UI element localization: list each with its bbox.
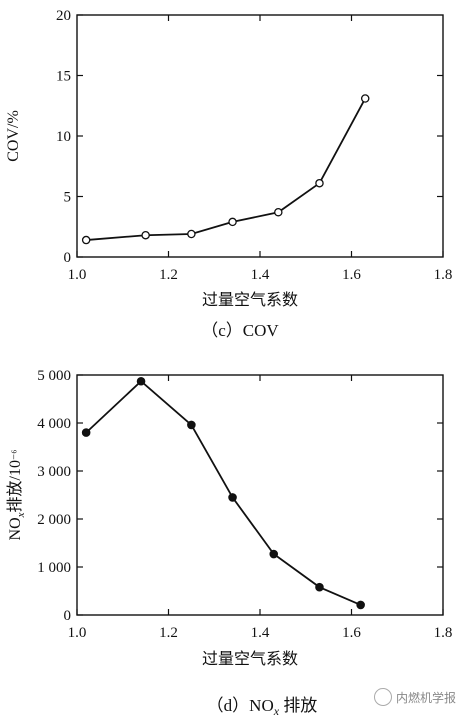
nox-x-tick-label: 1.2 (159, 625, 178, 641)
nox-series-line (85, 380, 362, 606)
cov-x-tick-label: 1.2 (159, 267, 178, 283)
nox-data-point (187, 420, 196, 430)
nox-x-tick-label: 1.6 (342, 625, 361, 641)
cov-x-tick-label: 1.4 (251, 267, 270, 283)
cov-data-point (315, 178, 324, 188)
cov-x-tick-label: 1.0 (68, 267, 87, 283)
cov-x-tick-label: 1.8 (434, 267, 453, 283)
nox-x-tick-label: 1.0 (68, 625, 87, 641)
cov-x-tick-label: 1.6 (342, 267, 361, 283)
watermark: 内燃机学报 (374, 688, 456, 706)
cov-y-tick-label: 20 (56, 8, 71, 24)
cov-plot-frame (76, 14, 444, 258)
nox-y-tick-label: 3 000 (37, 464, 71, 480)
nox-y-tick-label: 5 000 (37, 368, 71, 384)
cov-x-axis-title: 过量空气系数 (202, 291, 298, 309)
nox-y-tick-label: 4 000 (37, 416, 71, 432)
cov-data-point (81, 235, 91, 245)
cov-data-point (228, 217, 237, 227)
nox-data-point (269, 549, 279, 559)
cov-series-line (86, 98, 367, 241)
nox-x-tick-label: 1.8 (434, 625, 453, 641)
cov-data-point (187, 229, 196, 239)
cov-caption: （c）COV (201, 321, 279, 340)
cov-y-tick-label: 10 (56, 129, 71, 145)
nox-x-tick-label: 1.4 (251, 625, 270, 641)
nox-data-point (81, 428, 91, 437)
nox-y-axis-title: NOx排放/10⁻⁶ (6, 450, 27, 541)
nox-data-point (228, 493, 237, 502)
cov-y-tick-label: 5 (64, 190, 72, 206)
cov-y-axis-title: COV/% (5, 110, 22, 162)
nox-data-point (315, 582, 324, 592)
nox-data-point (136, 376, 146, 386)
nox-y-tick-label: 0 (64, 608, 72, 624)
nox-data-point (356, 600, 365, 610)
watermark-text: 内燃机学报 (396, 690, 457, 705)
cov-y-tick-label: 15 (56, 69, 71, 85)
cov-data-point (360, 94, 370, 103)
cov-data-point (141, 230, 150, 240)
nox-y-tick-label: 2 000 (37, 512, 71, 528)
nox-y-tick-label: 1 000 (37, 560, 71, 576)
cov-y-tick-label: 0 (64, 250, 72, 266)
wechat-icon (374, 688, 392, 706)
cov-data-point (274, 207, 283, 217)
nox-x-axis-title: 过量空气系数 (202, 650, 298, 668)
nox-plot-frame (76, 374, 444, 616)
nox-caption: （d）NOx 排放 (207, 696, 318, 716)
